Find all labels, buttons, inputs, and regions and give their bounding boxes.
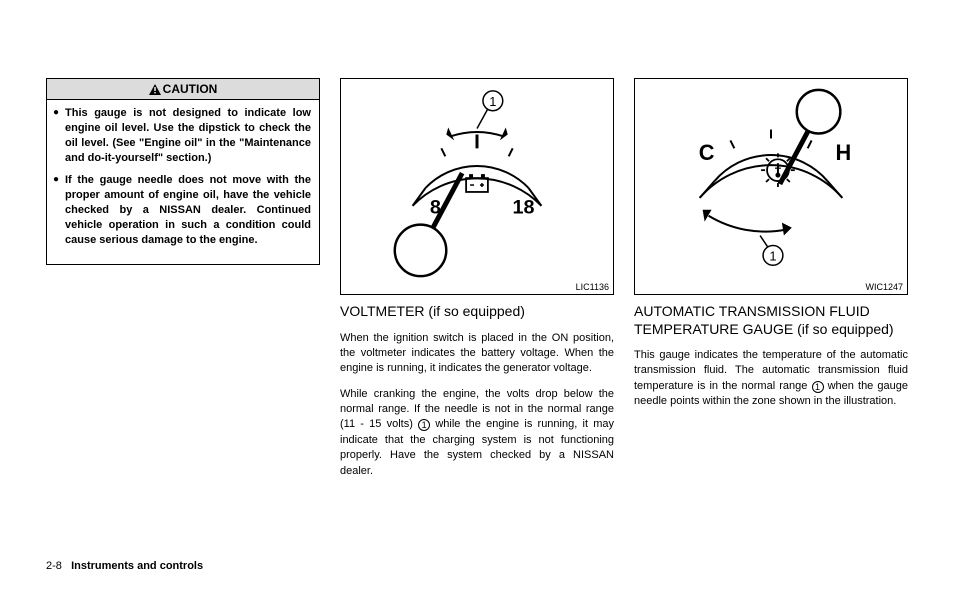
voltmeter-p2: While cranking the engine, the volts dro… bbox=[340, 387, 614, 479]
page-footer: 2-8 Instruments and controls bbox=[46, 560, 203, 572]
voltmeter-svg: 1 8 18 bbox=[341, 79, 613, 294]
circled-number: 1 bbox=[418, 419, 430, 431]
atf-svg: 1 C H bbox=[635, 79, 907, 294]
gauge-left-label: C bbox=[699, 140, 715, 165]
voltmeter-p1: When the ignition switch is placed in th… bbox=[340, 331, 614, 377]
caution-body: This gauge is not designed to indicate l… bbox=[47, 100, 319, 264]
caution-box: CAUTION This gauge is not designed to in… bbox=[46, 78, 320, 265]
figure-label: LIC1136 bbox=[576, 282, 609, 292]
atf-p1: This gauge indicates the temperature of … bbox=[634, 348, 908, 410]
caution-item: This gauge is not designed to indicate l… bbox=[55, 106, 311, 165]
callout-label: 1 bbox=[489, 94, 496, 109]
warning-icon bbox=[149, 84, 161, 95]
voltmeter-column: 1 8 18 LIC1136 VOLTMETER (if so equipped… bbox=[340, 78, 614, 489]
svg-text:1: 1 bbox=[769, 248, 776, 263]
voltmeter-figure: 1 8 18 LIC1136 bbox=[340, 78, 614, 295]
circled-number: 1 bbox=[812, 381, 824, 393]
caution-column: CAUTION This gauge is not designed to in… bbox=[46, 78, 320, 489]
atf-column: 1 C H bbox=[634, 78, 908, 489]
caution-item: If the gauge needle does not move with t… bbox=[55, 173, 311, 247]
gauge-right-label: 18 bbox=[513, 197, 535, 219]
caution-title: CAUTION bbox=[163, 82, 218, 96]
gauge-right-label: H bbox=[835, 140, 851, 165]
figure-label: WIC1247 bbox=[865, 282, 903, 292]
atf-heading: AUTOMATIC TRANSMISSION FLUID TEMPERATURE… bbox=[634, 303, 908, 338]
caution-header: CAUTION bbox=[47, 79, 319, 100]
voltmeter-heading: VOLTMETER (if so equipped) bbox=[340, 303, 614, 321]
atf-figure: 1 C H bbox=[634, 78, 908, 295]
section-name: Instruments and controls bbox=[71, 560, 203, 572]
page-number: 2-8 bbox=[46, 560, 62, 572]
